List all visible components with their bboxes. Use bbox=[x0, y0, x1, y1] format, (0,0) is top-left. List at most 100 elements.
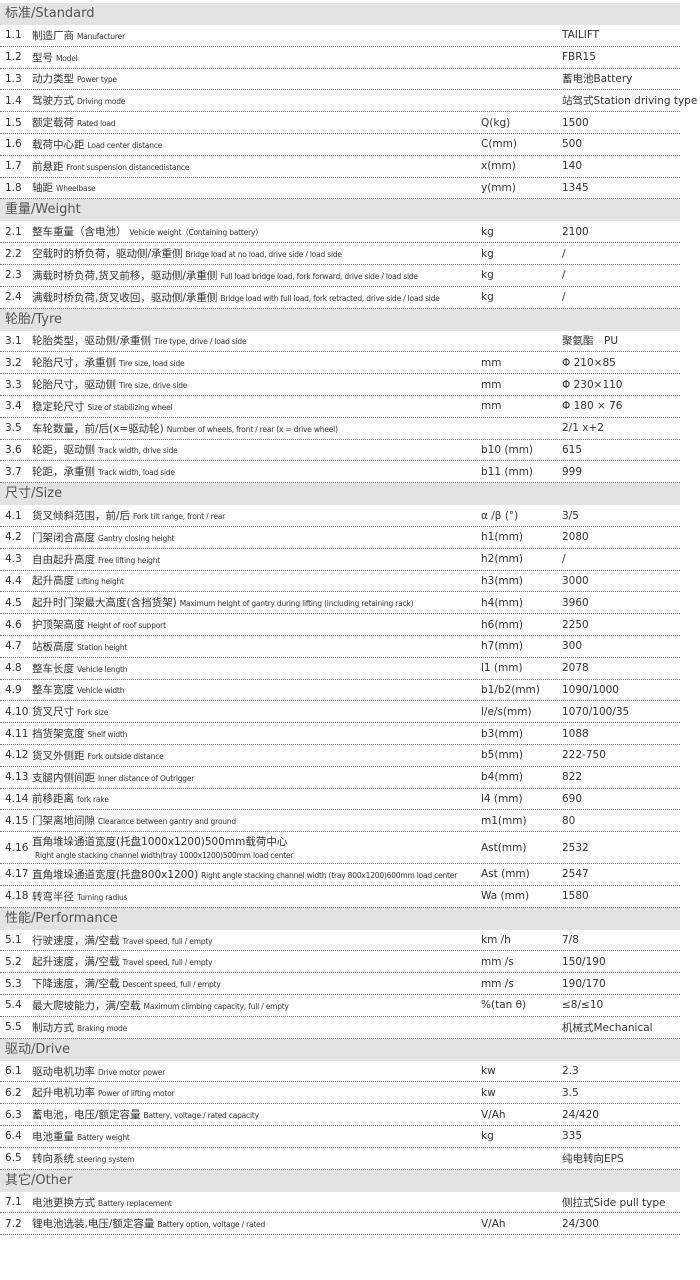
item-name: 锂电池选装,电压/额定容量 Battery option, voltage / r… bbox=[32, 1214, 481, 1233]
name-en: Vehicle weight（Containing battery） bbox=[129, 228, 263, 238]
unit-cell: Wa (mm) bbox=[481, 890, 530, 903]
unit-cell bbox=[481, 55, 562, 59]
unit-cell: b1/b2(mm) bbox=[481, 683, 540, 696]
spec-row: 4.7 站板高度 Station height h7(mm) 300 bbox=[0, 636, 680, 658]
name-zh: 门架离地间隙 bbox=[32, 815, 95, 828]
item-value: / bbox=[562, 291, 566, 304]
name-zh: 轴距 bbox=[32, 182, 53, 195]
name-zh: 整车重量（含电池） bbox=[32, 226, 127, 239]
item-name: 行驶速度，满/空载 Travel speed, full / empty bbox=[32, 931, 481, 950]
item-name: 制造厂商 Manufacturer bbox=[32, 26, 481, 45]
spec-row: 6.1 驱动电机功率 Drive motor power kw 2.3 bbox=[0, 1061, 680, 1083]
item-number: 1.8 bbox=[5, 181, 22, 194]
spec-row: 7.1 电池更换方式 Battery replacement 侧拉式Side pull… bbox=[0, 1192, 680, 1214]
name-zh: 前悬距 bbox=[32, 160, 64, 173]
spec-row: 2.4 满载时桥负荷,货叉收回，驱动侧/承重侧 Bridge load with f… bbox=[0, 287, 680, 309]
name-zh: 下降速度，满/空载 bbox=[32, 978, 120, 991]
spec-row: 1.5 额定载荷 Rated load Q(kg) 1500 bbox=[0, 112, 680, 134]
spec-row: 2.3 满载时桥负荷,货叉前移，驱动侧/承重侧 Full load bridge l… bbox=[0, 265, 680, 287]
item-value: 1088 bbox=[562, 727, 589, 740]
spec-row: 2.1 整车重量（含电池） Vehicle weight（Containing ba… bbox=[0, 221, 680, 244]
item-name: 直角堆垛通道宽度(托盘1000x1200)500mm载荷中心 Right angl… bbox=[32, 832, 481, 863]
spec-row: 5.3 下降速度，满/空载 Descent speed, full / empty m… bbox=[0, 973, 680, 996]
name-zh: 起升电机功率 bbox=[32, 1087, 95, 1100]
name-en: Lifting height bbox=[77, 577, 124, 587]
name-zh: 额定载荷 bbox=[32, 117, 74, 130]
item-value: 222-750 bbox=[562, 749, 606, 762]
name-zh: 轮距，承重侧 bbox=[32, 466, 95, 479]
name-zh: 满载时桥负荷,货叉前移，驱动侧/承重侧 bbox=[32, 269, 218, 282]
unit-cell: mm /s bbox=[481, 955, 514, 968]
item-value: 1580 bbox=[562, 890, 589, 903]
name-en: Tire type, drive / load side bbox=[154, 337, 247, 347]
item-value: 24/420 bbox=[562, 1108, 599, 1121]
name-zh: 起升速度，满/空载 bbox=[32, 956, 120, 969]
name-en: Drive motor power bbox=[98, 1067, 166, 1077]
spec-row: 4.13 支腿内侧间距 Inner distance of Outrigger b4(… bbox=[0, 767, 680, 789]
name-en: Size of stabilizing wheel bbox=[87, 402, 173, 412]
name-zh: 蓄电池，电压/额定容量 bbox=[32, 1109, 141, 1122]
name-en: Tire size, drive side bbox=[119, 381, 188, 391]
item-value: 1345 bbox=[562, 181, 589, 194]
item-value: 站驾式Station driving type bbox=[562, 95, 698, 108]
item-number: 4.1 bbox=[5, 509, 22, 522]
name-zh: 直角堆垛通道宽度(托盘1000x1200)500mm载荷中心 bbox=[32, 836, 288, 849]
spec-row: 4.6 护顶架高度 Height of roof support h6(mm) 2250 bbox=[0, 614, 680, 636]
item-value: 3960 bbox=[562, 596, 589, 609]
item-name: 车轮数量，前/后(x=驱动轮) Number of wheels, front /… bbox=[32, 419, 481, 438]
name-zh: 动力类型 bbox=[32, 73, 74, 86]
name-en: Descent speed, full / empty bbox=[122, 980, 221, 990]
item-name: 支腿内侧间距 Inner distance of Outrigger bbox=[32, 768, 481, 787]
item-name: 货叉倾斜范围，前/后 Fork tilt range, front / rear bbox=[32, 506, 481, 525]
item-value: 1070/100/35 bbox=[562, 705, 630, 718]
item-name: 满载时桥负荷,货叉前移，驱动侧/承重侧 Full load bridge load… bbox=[32, 266, 481, 285]
name-zh: 挡货架宽度 bbox=[32, 728, 85, 740]
name-zh: 驾驶方式 bbox=[32, 95, 74, 108]
item-name: 整车长度 Vehicle length bbox=[32, 659, 481, 678]
spec-row: 4.17 直角堆垛通道宽度(托盘800x1200) Right angle stac… bbox=[0, 864, 680, 886]
unit-cell: V/Ah bbox=[481, 1217, 506, 1230]
name-en: Vehicle width bbox=[77, 686, 125, 696]
item-name: 满载时桥负荷,货叉收回，驱动侧/承重侧 Bridge load with full… bbox=[32, 288, 481, 307]
unit-cell: α /β (°) bbox=[481, 509, 519, 522]
name-en: Fork size bbox=[77, 708, 109, 718]
name-en: Number of wheels, front / rear (x = driv… bbox=[166, 424, 338, 434]
spec-row: 4.1 货叉倾斜范围，前/后 Fork tilt range, front / re… bbox=[0, 505, 680, 527]
item-number: 4.18 bbox=[5, 890, 29, 903]
item-number: 4.11 bbox=[5, 727, 29, 740]
item-number: 4.2 bbox=[5, 531, 22, 544]
name-zh: 起升高度 bbox=[32, 575, 74, 588]
name-en: Track width, load side bbox=[98, 468, 175, 478]
item-number: 4.17 bbox=[5, 868, 29, 881]
item-name: 转弯半径 Turning radius bbox=[32, 887, 481, 906]
name-en: fork rake bbox=[77, 795, 109, 805]
item-name: 转向系统 steering system bbox=[32, 1149, 481, 1168]
spec-row: 2.2 空载时的桥负荷，驱动侧/承重侧 Bridge load at no load… bbox=[0, 243, 680, 265]
spec-row: 1.3 动力类型 Power type 蓄电池Battery bbox=[0, 69, 680, 91]
unit-cell: kg bbox=[481, 1130, 494, 1143]
item-name: 驱动电机功率 Drive motor power bbox=[32, 1062, 481, 1081]
item-name: 稳定轮尺寸 Size of stabilizing wheel bbox=[32, 397, 481, 416]
name-zh: 轮距，驱动侧 bbox=[32, 444, 95, 457]
item-value: 822 bbox=[562, 771, 583, 784]
item-value: 2532 bbox=[562, 841, 589, 854]
name-zh: 载荷中心距 bbox=[32, 138, 85, 151]
spec-row: 4.5 起升时门架最大高度(含挡货架) Maximum height of gant… bbox=[0, 592, 680, 615]
item-value: 2250 bbox=[562, 618, 589, 631]
name-en: Right angle stacking channel width(tray … bbox=[35, 851, 294, 861]
item-value: / bbox=[562, 269, 566, 282]
item-value: 1090/1000 bbox=[562, 683, 619, 696]
item-name: 货叉外侧距 Fork outside distance bbox=[32, 746, 481, 765]
item-value: Φ 210×85 bbox=[562, 356, 616, 369]
item-value: 7/8 bbox=[562, 934, 579, 947]
item-name: 电池更换方式 Battery replacement bbox=[32, 1193, 481, 1212]
spec-row: 4.16 直角堆垛通道宽度(托盘1000x1200)500mm载荷中心 Right … bbox=[0, 832, 680, 865]
name-en: Fork tilt range, front / rear bbox=[133, 512, 226, 522]
unit-cell: l4 (mm) bbox=[481, 792, 523, 805]
item-name: 整车宽度 Vehicle width bbox=[32, 680, 481, 699]
unit-cell: km /h bbox=[481, 934, 511, 947]
name-en: Bridge load at no load, drive side / loa… bbox=[185, 250, 342, 260]
item-value: 2/1 x+2 bbox=[562, 422, 604, 435]
item-number: 4.8 bbox=[5, 662, 22, 675]
spec-row: 6.2 起升电机功率 Power of lifting motor kw 3.5 bbox=[0, 1082, 680, 1105]
